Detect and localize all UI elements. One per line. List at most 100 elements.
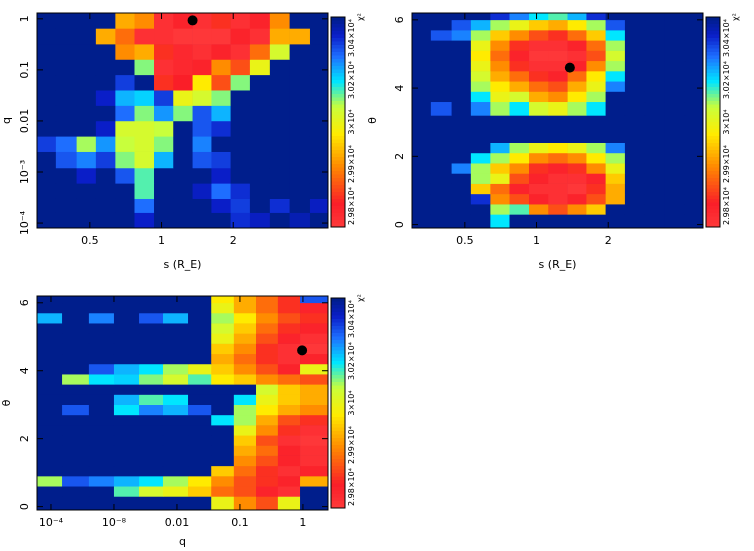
heatmap-cell [230, 90, 251, 106]
colorbar-segment [331, 115, 345, 119]
heatmap-cell [211, 476, 235, 487]
heatmap-cell [173, 198, 193, 213]
heatmap-cell [664, 13, 686, 21]
heatmap-cell [256, 333, 279, 344]
colorbar-segment [331, 399, 345, 404]
heatmap-cell [173, 90, 193, 106]
heatmap-cell [37, 455, 63, 467]
colorbar-segment [331, 329, 345, 334]
heatmap-cell [154, 28, 174, 45]
y-axis-label: θ [0, 399, 13, 406]
heatmap-cell [95, 74, 116, 91]
colorbar-segment [706, 132, 720, 137]
colorbar-segment [331, 326, 345, 330]
heatmap-cell [289, 90, 311, 106]
colorbar-segment [331, 315, 345, 320]
heatmap-cell [289, 167, 311, 184]
heatmap-cell [256, 323, 279, 334]
heatmap-cell [430, 91, 452, 103]
heatmap-cell [37, 44, 57, 60]
best-fit-marker [297, 345, 308, 356]
heatmap-cell [188, 384, 212, 395]
heatmap-cell [684, 13, 704, 21]
heatmap-cell [451, 13, 472, 21]
heatmap-cell [548, 142, 568, 154]
heatmap-cell [586, 91, 606, 103]
colorbar-segment [331, 504, 345, 509]
heatmap-cell [211, 120, 231, 137]
heatmap-cell [76, 198, 97, 213]
heatmap-cell [62, 445, 90, 456]
heatmap-cell [644, 193, 665, 205]
y-tick-label: 0 [393, 221, 406, 228]
colorbar-segment [706, 223, 720, 228]
heatmap-cell [470, 163, 491, 174]
heatmap-cell [76, 167, 97, 184]
heatmap-cell [139, 476, 164, 487]
heatmap-cell [548, 115, 568, 143]
heatmap-cell [192, 167, 212, 184]
colorbar-segment [331, 83, 345, 88]
heatmap-cell [76, 151, 97, 169]
heatmap-cell [188, 323, 212, 334]
heatmap-cell [567, 152, 587, 164]
heatmap-cell [586, 19, 606, 31]
heatmap-cell [188, 302, 212, 314]
colorbar-segment [331, 350, 345, 355]
heatmap-cell [605, 60, 626, 72]
heatmap-cell [76, 28, 97, 45]
colorbar-segment [331, 445, 345, 449]
heatmap-cell [192, 212, 212, 229]
heatmap-cell [88, 296, 115, 304]
heatmap-cell [624, 163, 646, 174]
heatmap-cell [300, 476, 329, 487]
heatmap-cell [162, 384, 189, 395]
heatmap-cell [162, 404, 189, 416]
heatmap-cell [644, 13, 665, 21]
heatmap-cell [188, 363, 212, 375]
heatmap-cell [233, 445, 257, 456]
heatmap-cell [233, 343, 257, 355]
heatmap-cell [139, 302, 164, 314]
heatmap-cell [256, 465, 279, 477]
colorbar-segment [706, 20, 720, 25]
heatmap-cell [624, 204, 646, 215]
heatmap-cell [548, 71, 568, 82]
heatmap-cell [173, 28, 193, 45]
colorbar-segment [706, 59, 720, 63]
heatmap-cell [269, 136, 290, 152]
heatmap-cell [529, 30, 549, 41]
heatmap-cell [162, 455, 189, 467]
heatmap-cell [470, 152, 491, 164]
heatmap-cell [586, 71, 606, 82]
heatmap-cell [162, 302, 189, 314]
colorbar-segment [331, 122, 345, 126]
heatmap-cell [256, 343, 279, 355]
heatmap-cell [300, 435, 329, 446]
heatmap-cell [188, 374, 212, 385]
heatmap-cell [211, 323, 235, 334]
heatmap-cell [300, 323, 329, 334]
colorbar-segment [331, 354, 345, 358]
heatmap-cell [88, 353, 115, 365]
colorbar-segment [331, 76, 345, 81]
heatmap-cell [309, 167, 329, 184]
heatmap-cell [664, 50, 686, 62]
heatmap-cell [188, 496, 212, 511]
colorbar-segment [331, 417, 345, 421]
heatmap-cell [256, 296, 279, 304]
heatmap-cell [277, 425, 301, 436]
heatmap-cell [37, 59, 57, 76]
heatmap-cell [230, 212, 251, 229]
heatmap-cell [88, 445, 115, 456]
heatmap-cell [300, 455, 329, 467]
heatmap-cell [62, 323, 90, 334]
heatmap-cell [211, 343, 235, 355]
heatmap-cell [211, 302, 235, 314]
heatmap-cell [154, 183, 174, 199]
colorbar-segment [331, 434, 345, 439]
heatmap-cell [567, 101, 587, 116]
colorbar-segment [331, 62, 345, 67]
heatmap-cell [134, 59, 155, 76]
heatmap-cell [289, 28, 311, 45]
